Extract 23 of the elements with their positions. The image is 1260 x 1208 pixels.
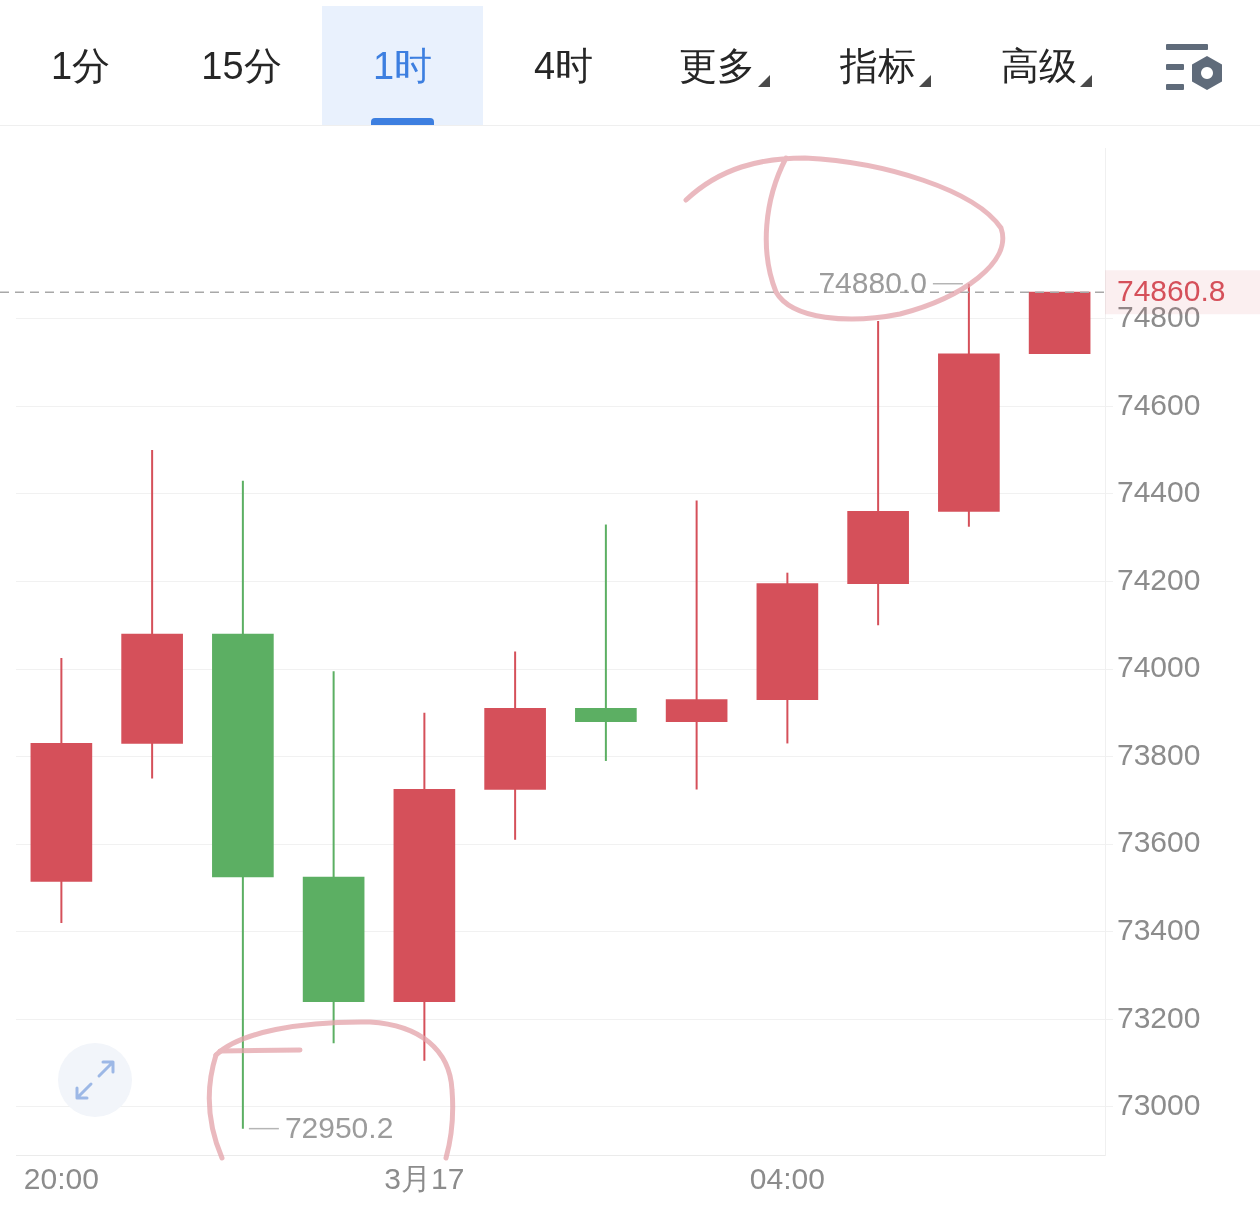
annotation: 74880.0 <box>818 265 927 299</box>
text: 1分 <box>50 43 111 88</box>
y-tick-label: 73800 <box>1117 737 1201 771</box>
candlestick <box>665 499 728 791</box>
y-tick-label: 74000 <box>1117 650 1201 684</box>
text: 4时 <box>533 43 594 88</box>
y-tick-label: 74600 <box>1117 387 1201 421</box>
candlestick <box>575 523 637 762</box>
y-tick-label: 74200 <box>1117 562 1201 596</box>
y-tick-label: 73600 <box>1117 825 1201 859</box>
y-tick-label: 74400 <box>1117 475 1201 509</box>
x-tick-label: 3月17 <box>384 1162 465 1196</box>
text: 更多 <box>679 43 755 88</box>
y-tick-label: 73000 <box>1117 1088 1201 1122</box>
text: 高级 <box>1001 43 1077 88</box>
y-tick-label: 73200 <box>1117 1000 1201 1034</box>
x-tick-label: 04:00 <box>749 1162 825 1196</box>
text: 15分 <box>201 43 282 88</box>
text: 1时 <box>372 43 433 88</box>
annotation: 72950.2 <box>284 1110 394 1144</box>
x-tick-label: 20:00 <box>23 1162 99 1196</box>
y-tick-label: 73400 <box>1117 912 1201 946</box>
text: 指标 <box>840 43 916 88</box>
